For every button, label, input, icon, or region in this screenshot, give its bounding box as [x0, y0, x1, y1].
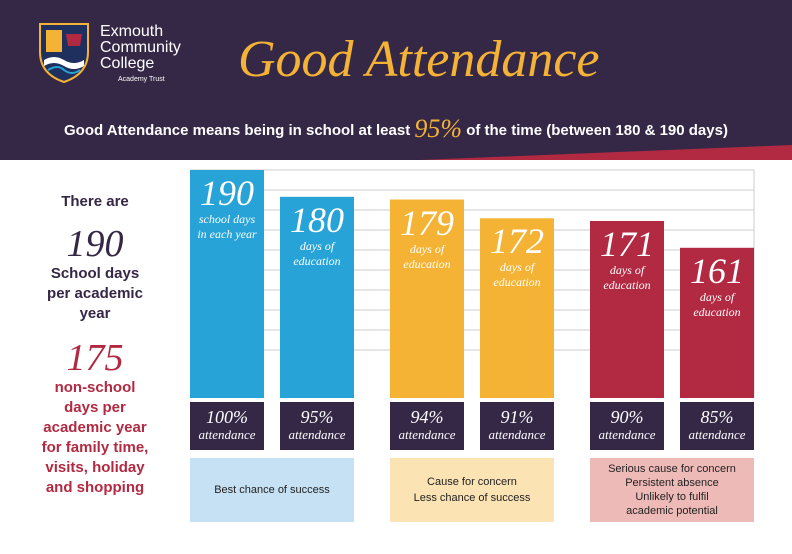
school-days-line-2: per academic: [47, 285, 143, 302]
attendance-label: attendance: [488, 427, 546, 442]
attendance-box-90%: 90% attendance: [590, 402, 664, 450]
bar-label-161: 161 days of education: [680, 252, 754, 320]
attendance-box-91%: 91% attendance: [480, 402, 554, 450]
bar-caption-line-1: days of: [499, 260, 535, 275]
non-school-line-1: non-school: [54, 379, 136, 396]
attendance-box-95%: 95% attendance: [280, 402, 354, 450]
school-name-line-1: Exmouth: [100, 23, 164, 40]
attendance-box-94%: 94% attendance: [390, 402, 464, 450]
red-accent-stripe: [420, 145, 792, 160]
bar-value-label: 180: [290, 199, 344, 240]
bar-caption-line-2: education: [403, 256, 451, 271]
attendance-box-100%: 100% attendance: [190, 402, 264, 450]
attendance-percent: 94%: [410, 407, 444, 427]
non-school-days-number: 175: [66, 337, 124, 379]
bar-172: [480, 218, 554, 398]
bar-value-label: 190: [200, 173, 254, 213]
band-serious-line-2: Persistent absence: [625, 477, 719, 489]
school-trust: Academy Trust: [118, 76, 165, 83]
bar-label-171: 171 days of education: [590, 225, 664, 293]
school-days-line-3: year: [79, 305, 111, 322]
bar-value-label: 172: [490, 221, 544, 262]
bar-caption-line-1: days of: [609, 262, 645, 277]
band-best-chance-line-1: Best chance of success: [214, 484, 330, 496]
band-serious-concern: Serious cause for concern Persistent abs…: [590, 458, 754, 522]
school-name: Exmouth Community College: [100, 24, 181, 72]
bar-190: [190, 170, 264, 398]
bar-label-172: 172 days of education: [480, 222, 554, 290]
bar-caption-line-2: education: [693, 304, 741, 319]
page-title: Good Attendance: [238, 31, 600, 88]
attendance-label: attendance: [598, 427, 656, 442]
there-are-label: There are: [61, 193, 129, 210]
bar-caption-line-1: days of: [299, 238, 335, 253]
bar-caption-line-1: days of: [699, 289, 735, 304]
attendance-box-85%: 85% attendance: [680, 402, 754, 450]
school-name-line-2: Community: [100, 39, 181, 56]
bar-label-180: 180 days of education: [280, 201, 354, 269]
bar-caption-line-1: school days: [198, 212, 256, 226]
subtitle-post: of the time (between 180 & 190 days): [466, 122, 728, 139]
attendance-label: attendance: [198, 427, 256, 442]
school-days-text: School days per academic year: [10, 264, 180, 324]
attendance-label: attendance: [398, 427, 456, 442]
header-stripe: [420, 145, 792, 160]
bar-caption-line-2: in each year: [197, 227, 257, 241]
attendance-percent: 95%: [300, 407, 334, 427]
non-school-days-text: non-school days per academic year for fa…: [10, 378, 180, 498]
bar-180: [280, 196, 354, 398]
attendance-percent: 90%: [610, 407, 644, 427]
band-best-chance: Best chance of success: [190, 458, 354, 522]
bar-caption-line-2: education: [293, 253, 341, 268]
bar-161: [680, 247, 754, 398]
school-days-line-1: School days: [50, 265, 140, 282]
attendance-percent: 85%: [700, 407, 734, 427]
bar-171: [590, 220, 664, 398]
attendance-percent: 100%: [206, 407, 248, 427]
band-concern-line-2: Less chance of success: [413, 492, 531, 504]
non-school-line-5: visits, holiday: [45, 459, 145, 476]
band-serious-line-3: Unlikely to fulfil: [635, 491, 709, 503]
band-cause-for-concern: Cause for concern Less chance of success: [390, 458, 554, 522]
non-school-line-2: days per: [64, 399, 126, 416]
bar-caption-line-1: days of: [409, 241, 445, 256]
non-school-line-6: and shopping: [45, 479, 145, 496]
band-serious-line-4: academic potential: [626, 505, 718, 517]
bar-value-label: 179: [400, 202, 454, 243]
non-school-line-4: for family time,: [41, 439, 149, 456]
attendance-label: attendance: [688, 427, 746, 442]
band-serious-line-1: Serious cause for concern: [608, 463, 736, 475]
subtitle-pre: Good Attendance means being in school at…: [64, 122, 411, 139]
subtitle: Good Attendance means being in school at…: [0, 114, 792, 144]
school-crest-icon: [39, 23, 89, 84]
school-days-number: 190: [66, 223, 124, 265]
bar-caption-line-2: education: [493, 275, 541, 290]
attendance-label: attendance: [288, 427, 346, 442]
bar-label-190: 190 school days in each year: [190, 174, 264, 242]
bar-value-label: 171: [600, 223, 654, 264]
school-name-line-3: College: [100, 55, 155, 72]
bar-value-label: 161: [690, 250, 744, 291]
bar-179: [390, 199, 464, 398]
bar-caption-line-2: education: [603, 277, 651, 292]
subtitle-percent: 95%: [414, 114, 463, 143]
attendance-percent: 91%: [500, 407, 534, 427]
header-banner: Exmouth Community College Academy Trust …: [0, 0, 792, 160]
non-school-line-3: academic year: [43, 419, 147, 436]
bar-label-179: 179 days of education: [390, 204, 464, 272]
band-concern-line-1: Cause for concern: [427, 476, 517, 488]
